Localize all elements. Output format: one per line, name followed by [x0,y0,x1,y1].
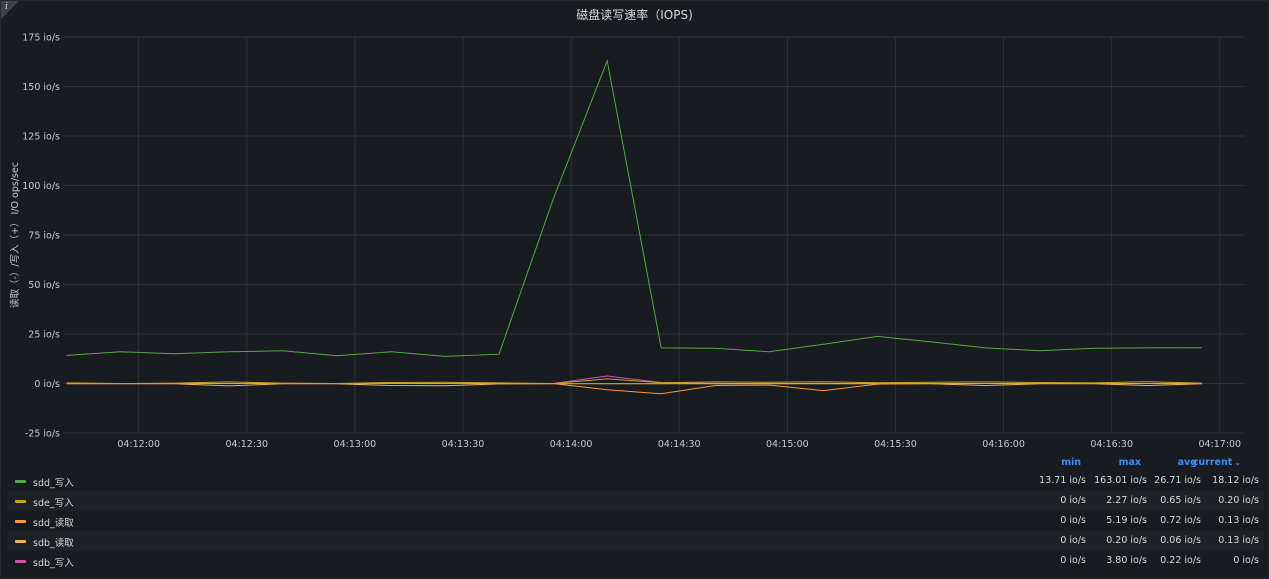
legend-swatch [15,560,26,563]
y-axis-label: 读取（-）/写入（+） I/O ops/sec [9,162,21,308]
legend-avg: 0.65 io/s [1160,495,1201,506]
legend-current: 0.13 io/s [1218,515,1259,526]
legend-current: 18.12 io/s [1212,475,1259,486]
legend-current: 0.13 io/s [1218,535,1259,546]
legend-min: 0 io/s [1060,555,1086,566]
legend-swatch [15,500,26,503]
series-line-sdd_读取[interactable] [66,383,1202,395]
legend-header-current-label: current [1192,457,1233,468]
legend-min: 0 io/s [1060,515,1086,526]
grid-lines [63,36,1245,434]
x-tick-label: 04:15:00 [766,439,809,450]
legend-header-avg[interactable]: avg [1177,457,1197,468]
x-tick-label: 04:17:00 [1198,439,1241,450]
x-tick-label: 04:12:30 [225,439,268,450]
legend-max: 5.19 io/s [1106,515,1147,526]
y-tick-label: 125 io/s [22,132,60,143]
series-line-sde_写入[interactable] [66,378,1202,385]
chevron-down-icon: ⌄ [1234,458,1241,467]
y-tick-label: 175 io/s [22,33,60,44]
panel-title[interactable]: 磁盘读写速率（IOPS) [576,8,693,22]
legend-swatch [15,520,26,523]
legend-min: 0 io/s [1060,495,1086,506]
legend-avg: 0.06 io/s [1160,535,1201,546]
y-tick-label: 0 io/s [34,379,60,390]
legend-avg: 26.71 io/s [1154,475,1201,486]
legend-series-name: sdd_读取 [33,518,74,529]
x-tick-label: 04:15:30 [874,439,917,450]
x-tick-label: 04:12:00 [117,439,160,450]
legend-header-max[interactable]: max [1118,457,1141,468]
legend-avg: 0.72 io/s [1160,515,1201,526]
legend-row[interactable]: sde_写入 0 io/s 2.27 io/s 0.65 io/s 0.20 i… [7,491,1264,511]
x-tick-label: 04:13:00 [334,439,377,450]
legend-swatch [15,540,26,543]
legend-max: 3.80 io/s [1106,555,1147,566]
legend-swatch [15,480,26,483]
legend-avg: 0.22 io/s [1160,555,1201,566]
legend-series-name: sde_写入 [33,498,74,509]
y-tick-label: 25 io/s [28,330,60,341]
legend-current: 0 io/s [1233,555,1259,566]
series-line-sdb_读取[interactable] [66,383,1202,387]
legend-min: 13.71 io/s [1039,475,1086,486]
x-axis-ticks: 04:12:00 04:12:30 04:13:00 04:13:30 04:14:00… [117,439,1241,450]
plot-area: -25 io/s 0 io/s 25 io/s 50 io/s 75 io/s 100 i… [9,33,1245,450]
info-corner[interactable] [1,1,19,19]
legend-max: 2.27 io/s [1106,495,1147,506]
y-tick-label: 50 io/s [28,280,60,291]
legend-current: 0.20 io/s [1218,495,1259,506]
legend-row[interactable]: sdb_写入 0 io/s 3.80 io/s 0.22 io/s 0 io/s [7,551,1264,571]
y-tick-label: 150 io/s [22,82,60,93]
legend-row[interactable]: sdd_写入 13.71 io/s 163.01 io/s 26.71 io/s… [7,471,1264,491]
legend-max: 163.01 io/s [1094,475,1147,486]
legend-header-current[interactable]: current ⌄ [1161,457,1241,468]
legend-row[interactable]: sdd_读取 0 io/s 5.19 io/s 0.72 io/s 0.13 i… [7,511,1264,531]
info-icon[interactable]: i [5,2,8,12]
legend-row[interactable]: sdb_读取 0 io/s 0.20 io/s 0.06 io/s 0.13 i… [7,531,1264,551]
y-tick-label: 100 io/s [22,181,60,192]
x-tick-label: 04:13:30 [442,439,485,450]
x-tick-label: 04:14:30 [658,439,701,450]
x-tick-label: 04:16:00 [982,439,1025,450]
legend-series-name: sdd_写入 [33,478,74,489]
legend-series-name: sdb_写入 [33,558,74,569]
series-lines [66,58,1202,395]
x-tick-label: 04:16:30 [1090,439,1133,450]
legend-header-min[interactable]: min [1061,457,1081,468]
legend-min: 0 io/s [1060,535,1086,546]
y-axis-ticks: -25 io/s 0 io/s 25 io/s 50 io/s 75 io/s 100 i… [22,33,60,440]
x-tick-label: 04:14:00 [550,439,593,450]
legend-max: 0.20 io/s [1106,535,1147,546]
series-line-sdd_写入[interactable] [66,58,1202,357]
legend-series-name: sdb_读取 [33,538,74,549]
y-tick-label: -25 io/s [25,429,60,440]
y-tick-label: 75 io/s [28,231,60,242]
